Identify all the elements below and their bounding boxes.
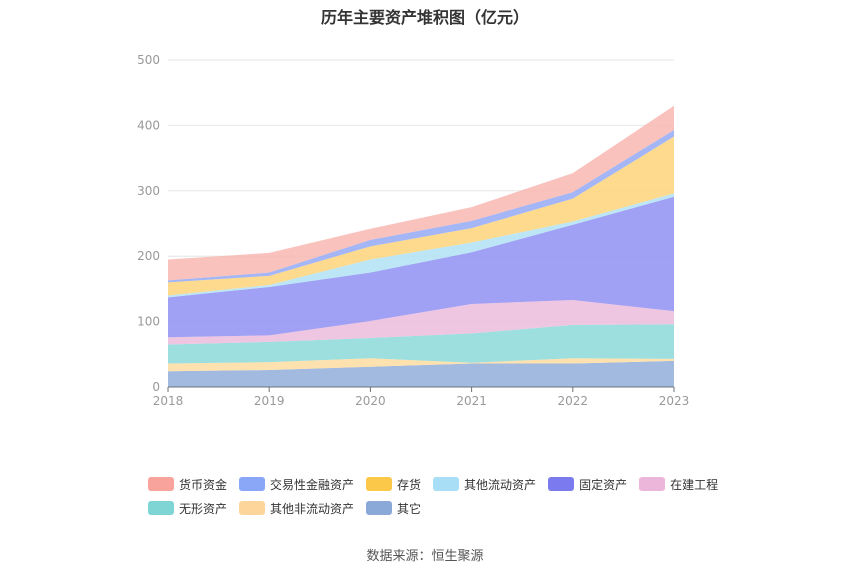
legend-label: 无形资产 [179, 501, 228, 516]
legend-label: 其他流动资产 [464, 477, 537, 492]
area-series-3 [168, 300, 674, 345]
stacked-area-chart: 0 100 200 300 400 500 2018 2019 2020 2021 2022 2023 [137, 53, 689, 408]
legend-swatch [148, 501, 174, 515]
area-series-2 [168, 324, 674, 364]
legend-row: 无形资产 其他非流动资产 其它 [148, 496, 748, 520]
legend-label: 在建工程 [670, 477, 719, 492]
x-tick-label: 2020 [355, 394, 386, 408]
area-series-0 [168, 360, 674, 387]
x-tick-label: 2023 [659, 394, 690, 408]
legend-label: 货币资金 [179, 477, 228, 492]
legend-label: 交易性金融资产 [270, 477, 355, 492]
area-series-4 [168, 196, 674, 338]
y-tick-label: 100 [137, 315, 160, 329]
x-tick-label: 2021 [456, 394, 487, 408]
legend-item[interactable]: 固定资产 [548, 476, 627, 493]
x-tick-label: 2018 [153, 394, 184, 408]
legend-label: 其它 [397, 501, 422, 516]
legend-item[interactable]: 存货 [366, 476, 421, 493]
legend-swatch [239, 501, 266, 515]
legend-swatch [366, 501, 393, 515]
legend-item[interactable]: 货币资金 [148, 476, 227, 493]
legend-swatch [639, 477, 666, 491]
source-note: 数据来源：恒生聚源 [366, 549, 484, 564]
area-series [168, 105, 674, 387]
legend-swatch [148, 477, 174, 491]
legend-swatch [433, 477, 460, 491]
y-tick-label: 300 [137, 184, 160, 198]
legend-label: 存货 [397, 477, 422, 492]
legend-swatch [366, 477, 393, 491]
legend-item[interactable]: 其他流动资产 [433, 476, 536, 493]
area-series-6 [168, 136, 674, 296]
x-tick-label: 2019 [254, 394, 285, 408]
area-series-1 [168, 358, 674, 372]
legend-label: 其他非流动资产 [270, 501, 355, 516]
area-series-8 [168, 105, 674, 281]
legend-swatch [239, 477, 266, 491]
legend-item[interactable]: 其他非流动资产 [239, 500, 354, 517]
legend-item[interactable]: 其它 [366, 500, 421, 517]
legend-label: 固定资产 [579, 477, 628, 492]
legend-swatch [548, 477, 575, 491]
x-tick-label: 2022 [558, 394, 589, 408]
y-tick-label: 200 [137, 249, 160, 263]
legend-item[interactable]: 交易性金融资产 [239, 476, 354, 493]
legend-row: 货币资金 交易性金融资产 存货 其他流动资产 固定资产 在建工程 [148, 472, 748, 496]
y-tick-label: 400 [137, 118, 160, 132]
y-tick-label: 0 [152, 380, 160, 394]
axes: 0 100 200 300 400 500 2018 2019 2020 2021 2022 2023 [137, 53, 689, 408]
y-tick-label: 500 [137, 53, 160, 67]
legend: 货币资金 交易性金融资产 存货 其他流动资产 固定资产 在建工程 无形资产 其他非流动资产 其… [148, 472, 748, 520]
legend-item[interactable]: 在建工程 [639, 476, 718, 493]
legend-item[interactable]: 无形资产 [148, 500, 227, 517]
chart-title: 历年主要资产堆积图（亿元） [320, 8, 529, 27]
